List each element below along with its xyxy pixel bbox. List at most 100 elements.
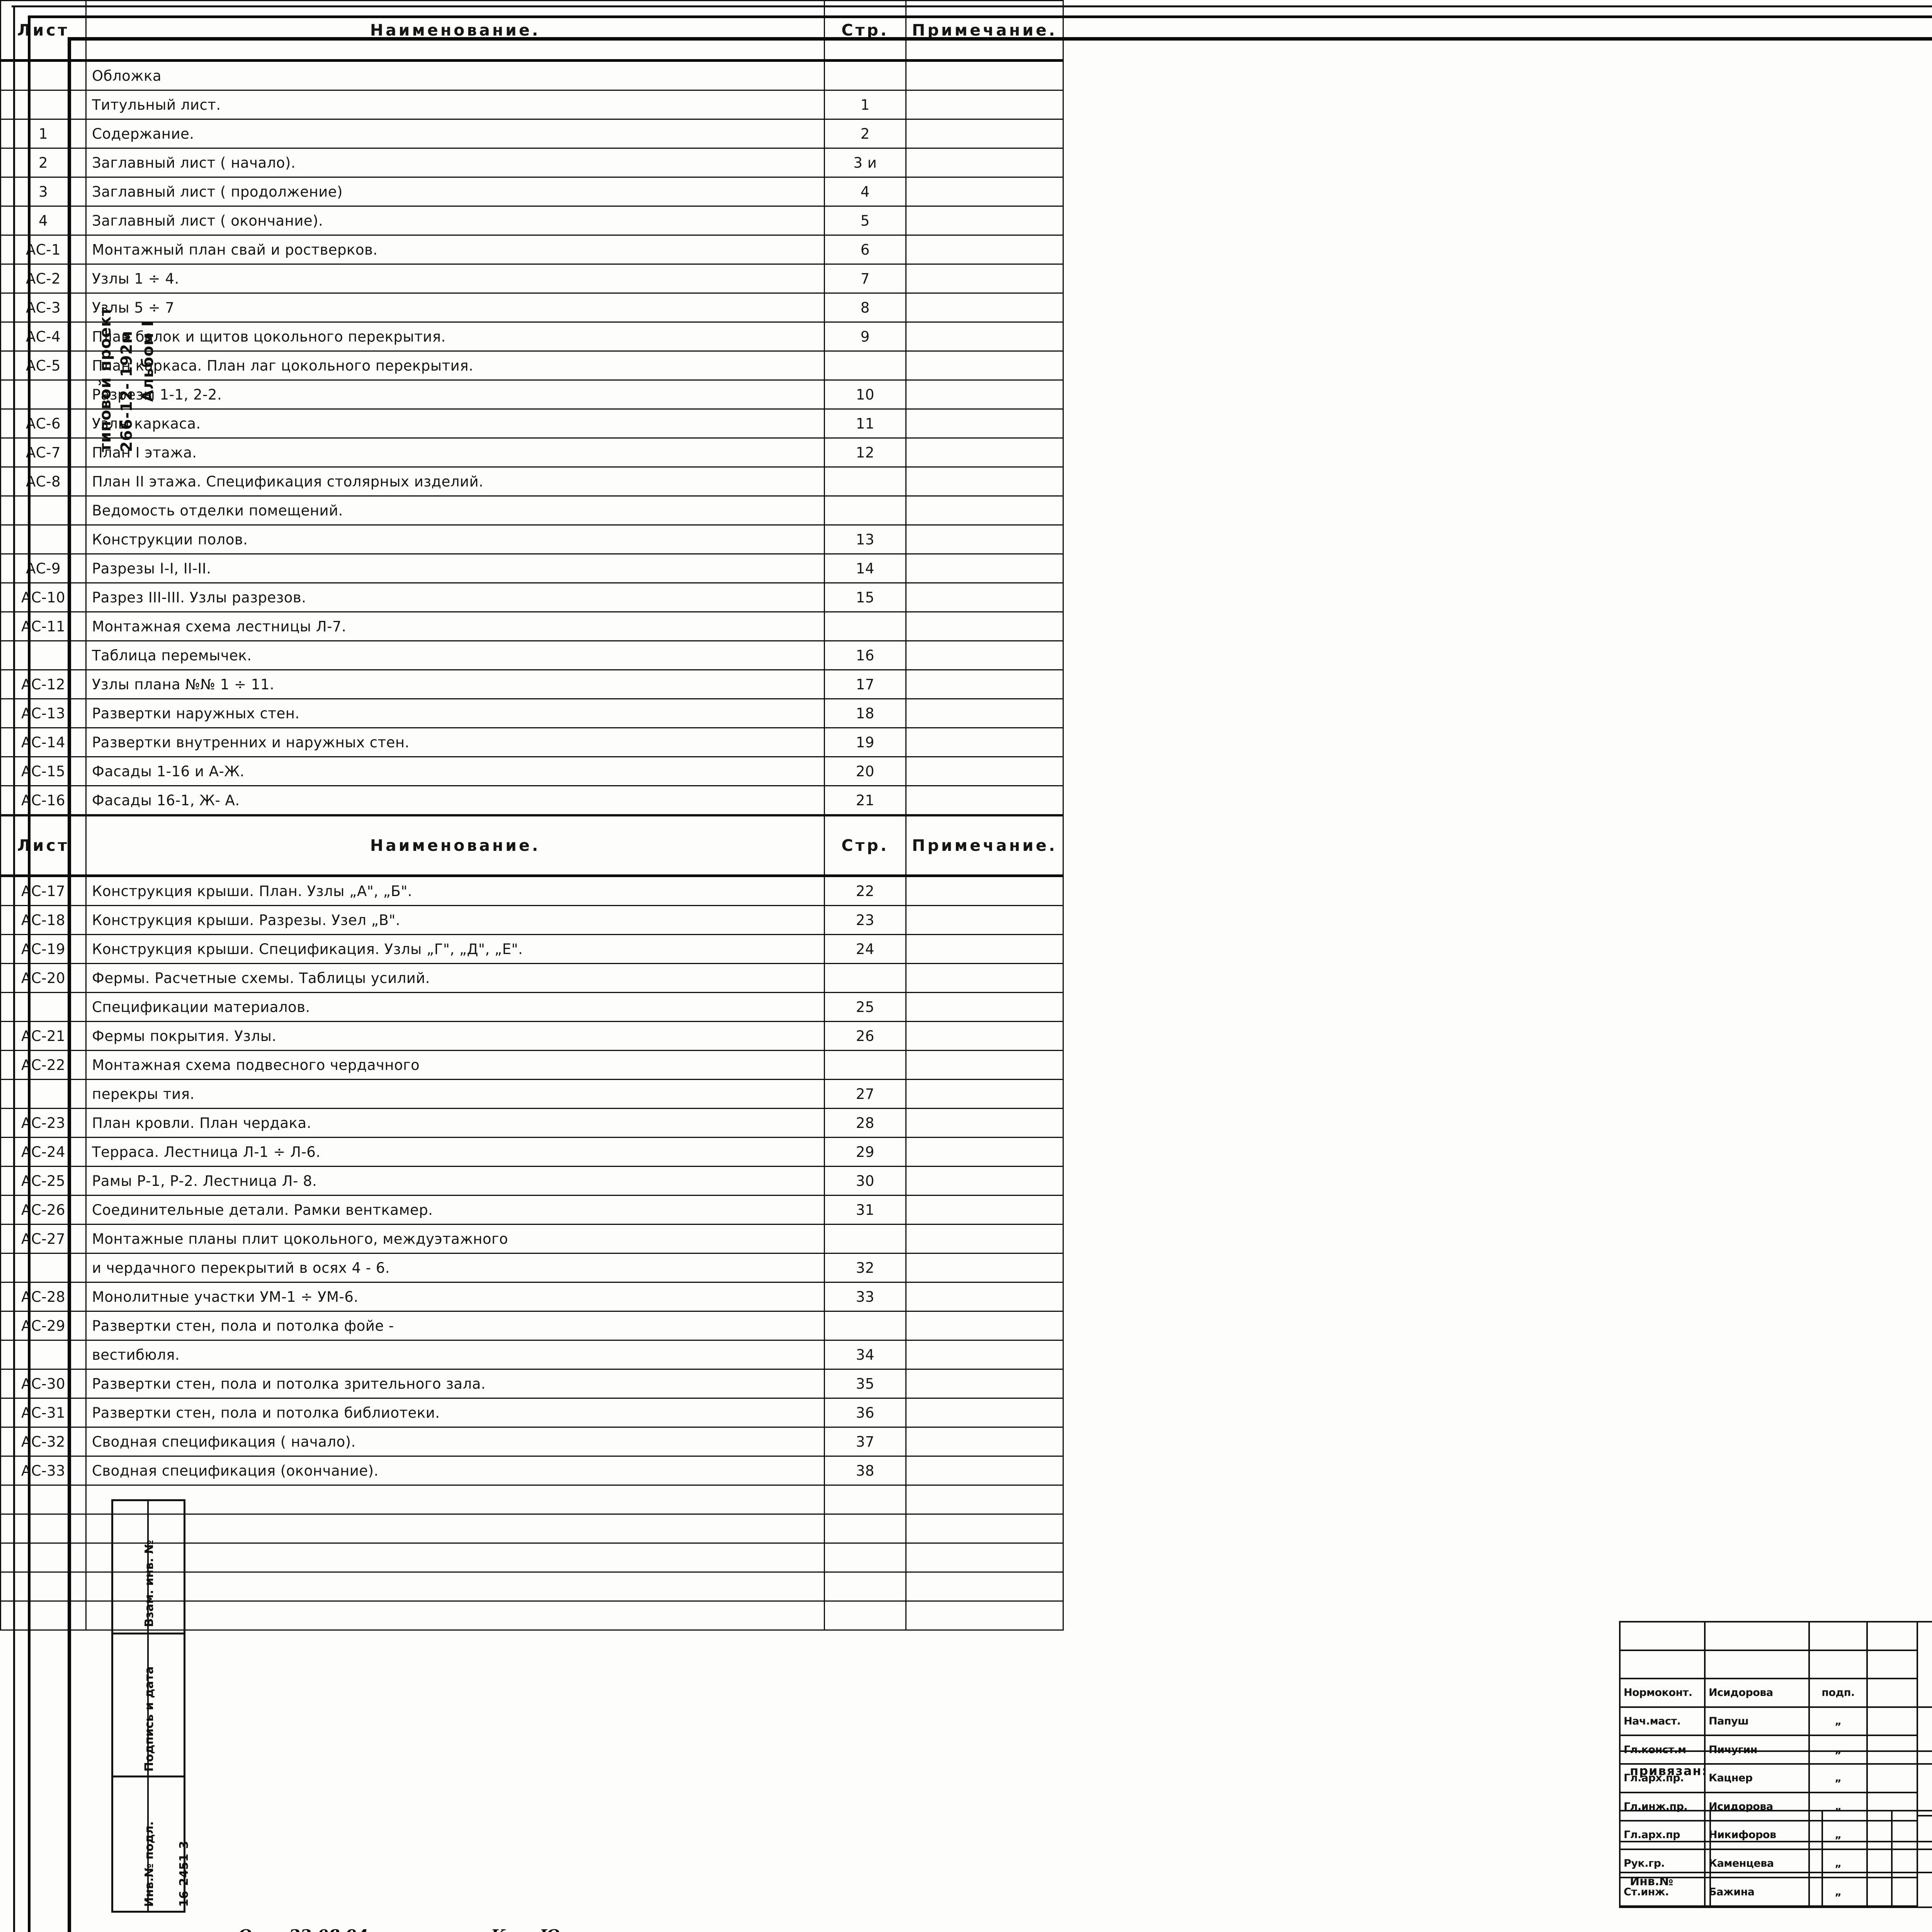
object-and-meta-cell: Сельский клуб (стены брусчатые) с залом …	[1917, 1763, 1932, 1850]
row-page: 24	[824, 934, 906, 964]
table-row: АС-20 Фермы. Расчетные схемы. Таблицы уси…	[0, 963, 1064, 993]
table-row: Обложка	[0, 60, 1064, 91]
document-code: 266 - 12 - 192м Р1.1-1	[1917, 1621, 1932, 1708]
row-page: 38	[824, 1456, 906, 1486]
sign-mark-2: „	[1808, 1735, 1868, 1765]
row-note	[905, 1079, 1064, 1109]
row-note	[905, 206, 1064, 236]
row-page	[824, 60, 906, 91]
row-note	[905, 1166, 1064, 1196]
row-name: Конструкция крыши. Разрезы. Узел „В".	[85, 905, 825, 935]
sign-mark-3: „	[1808, 1763, 1868, 1793]
row-page	[824, 1571, 906, 1602]
sign-mark-1: „	[1808, 1706, 1868, 1736]
row-note	[905, 1021, 1064, 1051]
stamp-cell-vzam	[113, 1501, 184, 1634]
object-row: Сельский клуб (стены брусчатые) с залом …	[1918, 1764, 1932, 1816]
row-name: Содержание.	[85, 119, 825, 149]
table-row: 3 Заглавный лист ( продолжение) 4	[0, 177, 1064, 207]
checked-signature: пров: Олег 22.08.94	[182, 1926, 368, 1932]
row-name: Фермы покрытия. Узлы.	[85, 1021, 825, 1051]
row-page: 25	[824, 992, 906, 1022]
row-page	[824, 466, 906, 497]
row-note	[905, 264, 1064, 294]
row-name	[85, 1571, 825, 1602]
row-note	[905, 437, 1064, 468]
row-note	[905, 350, 1064, 381]
row-name: Развертки стен, пола и потолка фойе -	[85, 1311, 825, 1341]
row-note	[905, 1600, 1064, 1631]
row-page: 29	[824, 1137, 906, 1167]
row-name: Развертки стен, пола и потолка зрительно…	[85, 1369, 825, 1399]
table-row: АС-21 Фермы покрытия. Узлы. 26	[0, 1021, 1064, 1051]
doc-title-row: Содержание. ЦНИИЭПграждансельстрой	[1918, 1815, 1932, 1849]
tb-empty-date-1	[1866, 1621, 1918, 1651]
contents-table-left: Лист Наименование. Стр. Примечание. Обло…	[0, 0, 1064, 815]
signature-row: Нормоконт. Исидорова подп.	[1619, 1678, 1932, 1708]
row-page: 13	[824, 524, 906, 554]
signature-row: Нач.маст. Папуш „	[1619, 1706, 1932, 1765]
row-page: 14	[824, 553, 906, 583]
sign-name-1: Папуш	[1704, 1706, 1810, 1736]
row-note	[905, 1108, 1064, 1138]
table-row: АС-4 План балок и щитов цокольного перекр…	[0, 321, 1064, 352]
row-name: Ведомость отделки помещений.	[85, 495, 825, 526]
row-note	[905, 60, 1064, 91]
table-row: АС-11 Монтажная схема лестницы Л-7.	[0, 611, 1064, 641]
row-note	[905, 177, 1064, 207]
row-page: 7	[824, 264, 906, 294]
row-name: План кровли. План чердака.	[85, 1108, 825, 1138]
row-note	[905, 756, 1064, 786]
row-name: Монтажная схема подвесного чердачного	[85, 1050, 825, 1080]
row-name: Конструкция крыши. План. Узлы „А", „Б".	[85, 875, 825, 906]
row-note	[905, 640, 1064, 670]
row-note	[905, 1282, 1064, 1312]
row-name: Заглавный лист ( продолжение)	[85, 177, 825, 207]
row-note	[905, 1253, 1064, 1283]
row-note	[905, 1224, 1064, 1254]
sign-role-3: Гл.арх.пр.	[1619, 1763, 1706, 1793]
table-row	[0, 1543, 1064, 1573]
row-name: Фасады 1-16 и А-Ж.	[85, 756, 825, 786]
row-name: Узлы каркаса.	[85, 408, 825, 439]
sign-date-1	[1866, 1706, 1918, 1736]
row-page: 20	[824, 756, 906, 786]
row-note	[905, 119, 1064, 149]
row-note	[905, 1485, 1064, 1515]
signature-row: Гл.инж.пр. Исидорова „	[1619, 1791, 1932, 1822]
row-name: Титульный лист.	[85, 90, 825, 120]
row-name: Монолитные участки УМ-1 ÷ УМ-6.	[85, 1282, 825, 1312]
table-row: АС-1 Монтажный план свай и ростверков. 6	[0, 235, 1064, 265]
row-page	[824, 1485, 906, 1515]
row-name: Терраса. Лестница Л-1 ÷ Л-6.	[85, 1137, 825, 1167]
sign-role-5: Гл.арх.пр	[1619, 1820, 1706, 1850]
sign-mark-7: „	[1808, 1877, 1868, 1907]
sign-name-3: Кацнер	[1704, 1763, 1810, 1793]
sign-role-6: Рук.гр.	[1619, 1848, 1706, 1879]
table-row: АС-9 Разрезы I-I, II-II. 14	[0, 553, 1064, 583]
row-note	[905, 1398, 1064, 1428]
row-note	[905, 992, 1064, 1022]
signature-row: Рук.гр. Каменцева „	[1619, 1848, 1932, 1879]
row-note	[905, 1369, 1064, 1399]
table-row: АС-5 План каркаса. План лаг цокольного пе…	[0, 350, 1064, 381]
row-page: 11	[824, 408, 906, 439]
row-page	[824, 350, 906, 381]
table-row: АС-31 Развертки стен, пола и потолка библ…	[0, 1398, 1064, 1428]
stamp-divider	[147, 1501, 149, 1911]
row-name: Заглавный лист ( окончание).	[85, 206, 825, 236]
row-name: Конструкции полов.	[85, 524, 825, 554]
row-name: Конструкция крыши. Спецификация. Узлы „Г…	[85, 934, 825, 964]
row-page: 12	[824, 437, 906, 468]
row-page: 31	[824, 1195, 906, 1225]
table-row: Титульный лист. 1	[0, 90, 1064, 120]
row-name: Развертки внутренних и наружных стен.	[85, 727, 825, 757]
row-name: Монтажный план свай и ростверков.	[85, 235, 825, 265]
row-note	[905, 1311, 1064, 1341]
row-name: Обложка	[85, 60, 825, 91]
stamp-value-inv: 16-2451-3	[177, 1840, 191, 1907]
sign-name-0: Исидорова	[1704, 1678, 1810, 1708]
row-note	[905, 611, 1064, 641]
sign-name-4: Исидорова	[1704, 1791, 1810, 1822]
